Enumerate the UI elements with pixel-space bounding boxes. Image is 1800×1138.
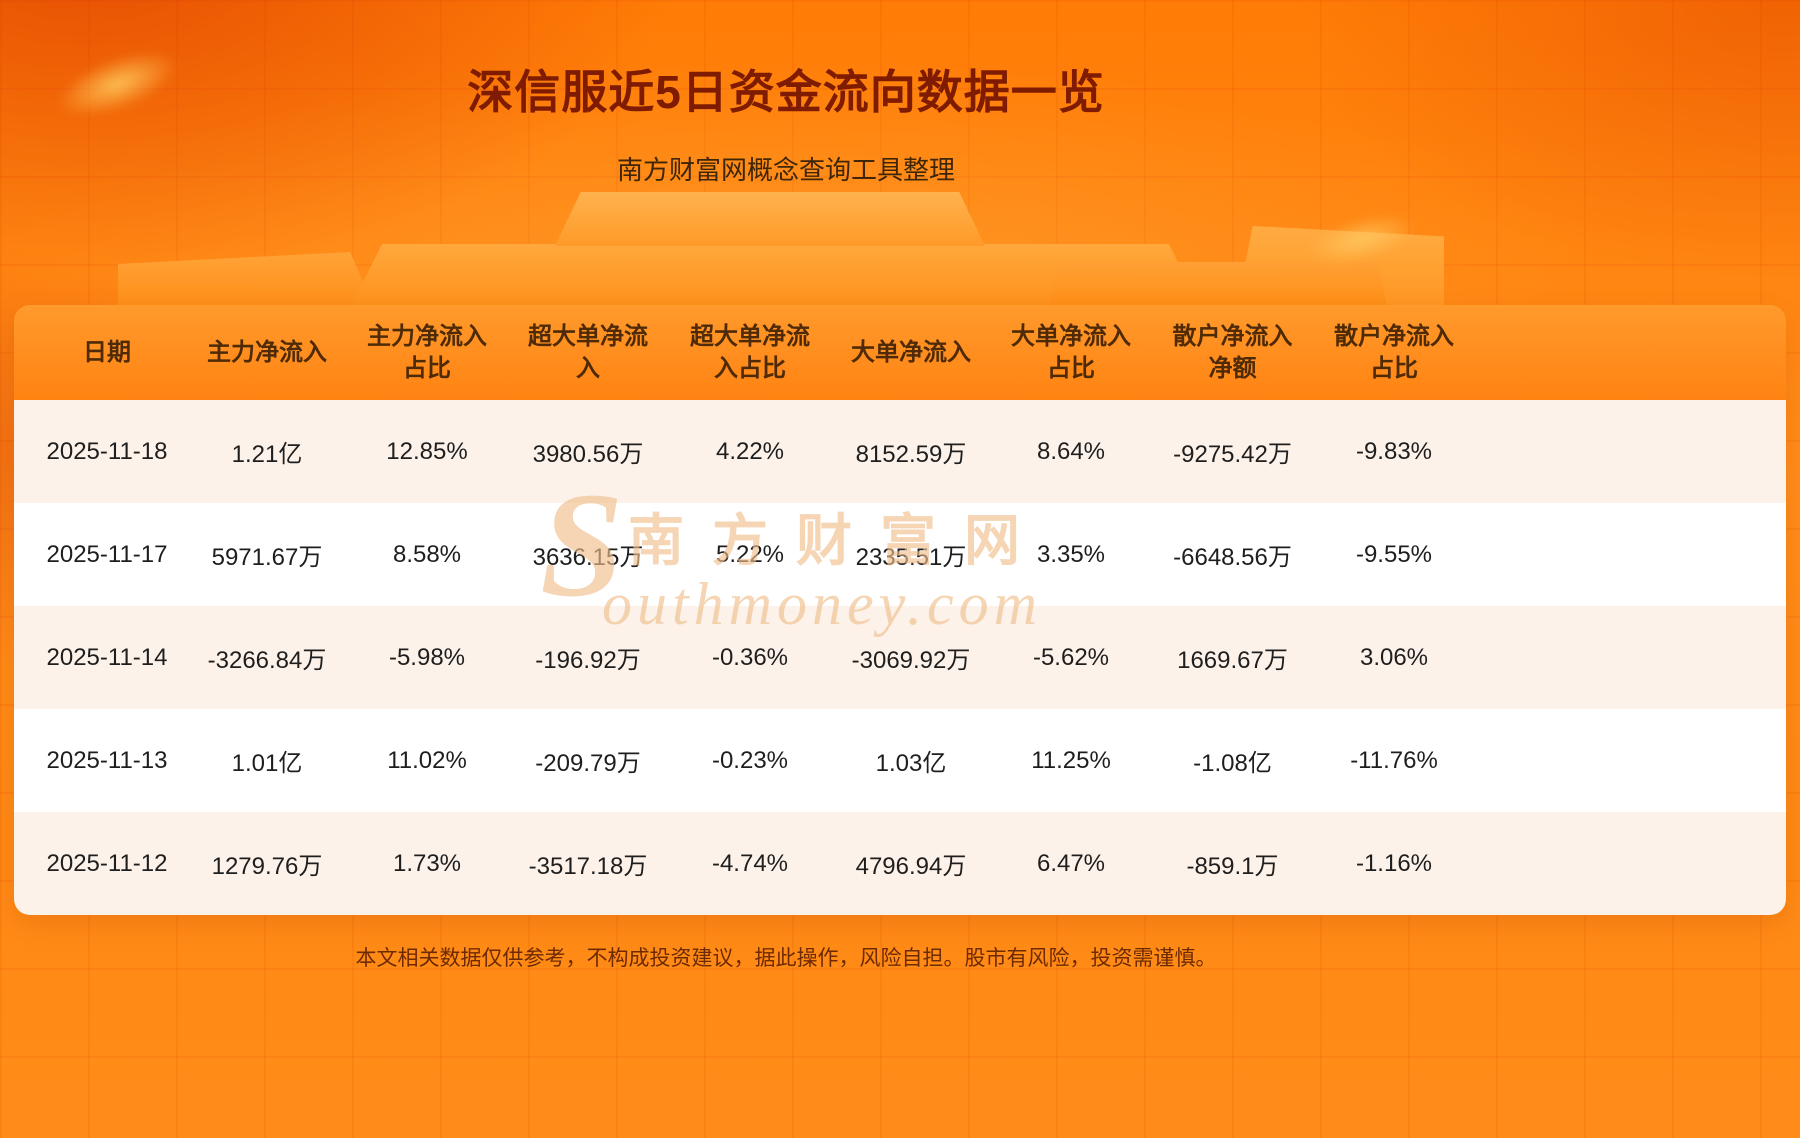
cell-xl-ratio: -0.23%	[711, 746, 789, 774]
cell-date: 2025-11-18	[46, 437, 168, 465]
page-subtitle: 南方财富网概念查询工具整理	[616, 155, 956, 185]
col-header-xl-net-inflow: 超大单净流入	[528, 323, 648, 382]
cell-xl-net-inflow: -209.79万	[535, 750, 641, 777]
table-row: 2025-11-18 1.21亿 12.85% 3980.56万 4.22% 8…	[14, 400, 1786, 503]
podium-right-tall-graphic	[1236, 226, 1444, 312]
table-header-row: 日期 主力净流入 主力净流入占比 超大单净流入 超大单净流入占比 大单净流入 大…	[14, 305, 1786, 400]
cell-xl-net-inflow: 3636.15万	[532, 544, 644, 571]
cell-retail-ratio: -9.55%	[1355, 540, 1433, 568]
page-title: 深信服近5日资金流向数据一览	[467, 66, 1105, 118]
cell-retail-ratio: -1.16%	[1355, 849, 1433, 877]
podium-center-top-graphic	[555, 192, 985, 246]
cell-main-net-inflow: 5971.67万	[211, 544, 323, 571]
cell-large-ratio: -5.62%	[1032, 643, 1110, 671]
col-header-date: 日期	[83, 338, 131, 366]
cell-large-net-inflow: 8152.59万	[855, 441, 967, 468]
col-header-main-ratio: 主力净流入占比	[367, 323, 487, 382]
cell-large-net-inflow: -3069.92万	[851, 647, 971, 674]
cell-main-net-inflow: -3266.84万	[207, 647, 327, 674]
col-header-retail-net: 散户净流入净额	[1172, 323, 1293, 382]
cell-xl-net-inflow: 3980.56万	[532, 441, 644, 468]
fund-flow-table: 日期 主力净流入 主力净流入占比 超大单净流入 超大单净流入占比 大单净流入 大…	[14, 305, 1786, 915]
col-header-retail-ratio: 散户净流入占比	[1334, 323, 1454, 382]
cell-xl-ratio: 4.22%	[715, 437, 785, 465]
cell-main-ratio: 1.73%	[392, 849, 462, 877]
col-header-main-net-inflow: 主力净流入	[207, 338, 327, 366]
glow-decoration	[1280, 192, 1445, 286]
cell-large-net-inflow: 4796.94万	[855, 853, 967, 880]
cell-retail-ratio: -9.83%	[1355, 437, 1433, 465]
cell-date: 2025-11-17	[46, 540, 168, 568]
table-row: 2025-11-14 -3266.84万 -5.98% -196.92万 -0.…	[14, 606, 1786, 709]
col-header-xl-ratio: 超大单净流入占比	[690, 323, 810, 382]
cell-main-net-inflow: 1.01亿	[231, 750, 303, 777]
cell-large-ratio: 8.64%	[1036, 437, 1106, 465]
cell-main-ratio: 11.02%	[387, 746, 467, 774]
cell-large-ratio: 3.35%	[1036, 540, 1106, 568]
cell-retail-net: 1669.67万	[1177, 647, 1288, 674]
cell-main-net-inflow: 1.21亿	[231, 441, 303, 468]
cell-retail-net: -6648.56万	[1173, 544, 1292, 571]
cell-retail-net: -9275.42万	[1173, 441, 1292, 468]
cell-date: 2025-11-13	[46, 746, 168, 774]
table-row: 2025-11-17 5971.67万 8.58% 3636.15万 5.22%…	[14, 503, 1786, 606]
cell-large-net-inflow: 2335.51万	[855, 544, 967, 571]
cell-main-ratio: 12.85%	[386, 437, 468, 465]
cell-retail-net: -1.08亿	[1193, 750, 1272, 777]
cell-main-net-inflow: 1279.76万	[211, 853, 323, 880]
cell-xl-ratio: -0.36%	[711, 643, 789, 671]
col-header-large-ratio: 大单净流入占比	[1011, 323, 1131, 382]
cell-xl-ratio: -4.74%	[711, 849, 789, 877]
col-header-large-net-inflow: 大单净流入	[851, 338, 971, 366]
cell-date: 2025-11-14	[46, 643, 168, 671]
disclaimer-text: 本文相关数据仅供参考，不构成投资建议，据此操作，风险自担。股市有风险，投资需谨慎…	[355, 947, 1217, 970]
cell-main-ratio: 8.58%	[392, 540, 462, 568]
cell-retail-ratio: -11.76%	[1350, 746, 1438, 774]
glow-decoration	[22, 20, 213, 148]
cell-xl-net-inflow: -196.92万	[535, 647, 641, 674]
table-row: 2025-11-13 1.01亿 11.02% -209.79万 -0.23% …	[14, 709, 1786, 812]
cell-large-ratio: 6.47%	[1036, 849, 1106, 877]
podium-center-graphic	[348, 244, 1203, 312]
cell-retail-ratio: 3.06%	[1359, 643, 1429, 671]
cell-xl-net-inflow: -3517.18万	[528, 853, 648, 880]
podium-left-graphic	[118, 252, 376, 312]
cell-date: 2025-11-12	[46, 849, 168, 877]
cell-main-ratio: -5.98%	[388, 643, 466, 671]
cell-large-ratio: 11.25%	[1031, 746, 1111, 774]
cell-large-net-inflow: 1.03亿	[875, 750, 947, 777]
cell-xl-ratio: 5.22%	[715, 540, 785, 568]
cell-retail-net: -859.1万	[1186, 853, 1279, 880]
table-row: 2025-11-12 1279.76万 1.73% -3517.18万 -4.7…	[14, 812, 1786, 915]
